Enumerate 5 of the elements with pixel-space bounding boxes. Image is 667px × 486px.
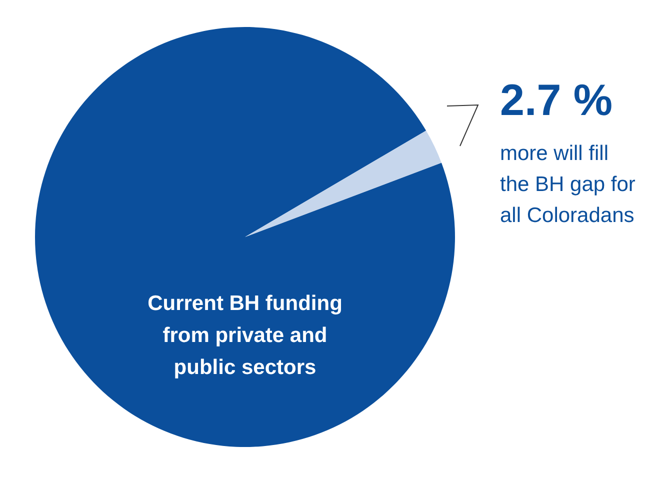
pie-slice bbox=[245, 130, 442, 237]
data-label: 2.7 % bbox=[500, 76, 613, 125]
slice-label: more will fill the BH gap for all Coloradans bbox=[500, 142, 636, 227]
slice-label: Current BH funding from private and public sectors bbox=[148, 292, 342, 379]
pie-slice bbox=[35, 27, 455, 447]
